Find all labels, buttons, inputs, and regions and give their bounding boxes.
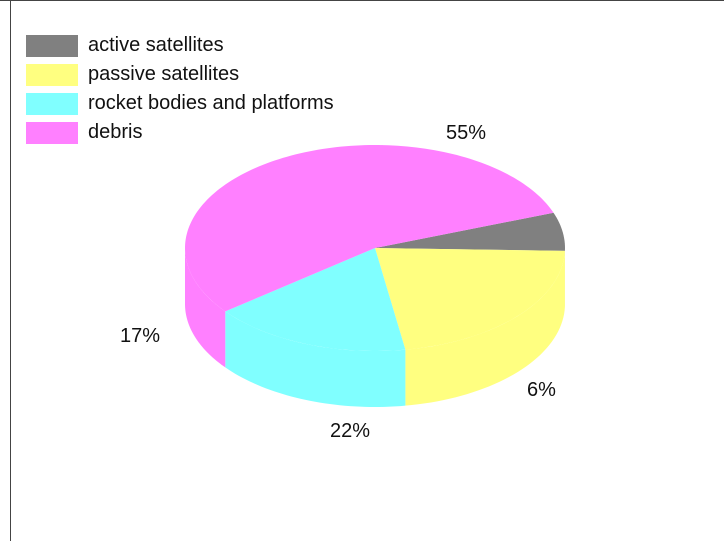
legend-label: rocket bodies and platforms xyxy=(88,92,334,114)
data-label-active-satellites: 6% xyxy=(527,379,556,401)
legend-swatch xyxy=(26,121,78,144)
pie-side-3 xyxy=(185,248,226,368)
legend-item-debris: debris xyxy=(26,118,334,147)
pie-slice-1 xyxy=(375,248,565,350)
legend: active satellites passive satellites roc… xyxy=(26,31,334,147)
legend-label: passive satellites xyxy=(88,63,240,85)
legend-item-rocket-bodies: rocket bodies and platforms xyxy=(26,89,334,118)
legend-swatch xyxy=(26,92,78,115)
legend-item-active-satellites: active satellites xyxy=(26,31,334,60)
pie-slices xyxy=(185,145,565,407)
legend-label: active satellites xyxy=(88,34,224,56)
pie-side-1 xyxy=(405,250,565,406)
pie-slice-3 xyxy=(185,145,554,312)
pie-slice-2 xyxy=(225,248,406,351)
legend-label: debris xyxy=(88,121,143,143)
legend-item-passive-satellites: passive satellites xyxy=(26,60,334,89)
data-label-debris: 55% xyxy=(446,122,487,144)
legend-swatch xyxy=(26,63,78,86)
pie-slice-0 xyxy=(375,212,565,251)
legend-swatch xyxy=(26,34,78,57)
data-label-passive-satellites: 22% xyxy=(330,420,371,442)
data-label-rocket-bodies: 17% xyxy=(120,325,161,347)
pie-side-2 xyxy=(225,311,406,407)
